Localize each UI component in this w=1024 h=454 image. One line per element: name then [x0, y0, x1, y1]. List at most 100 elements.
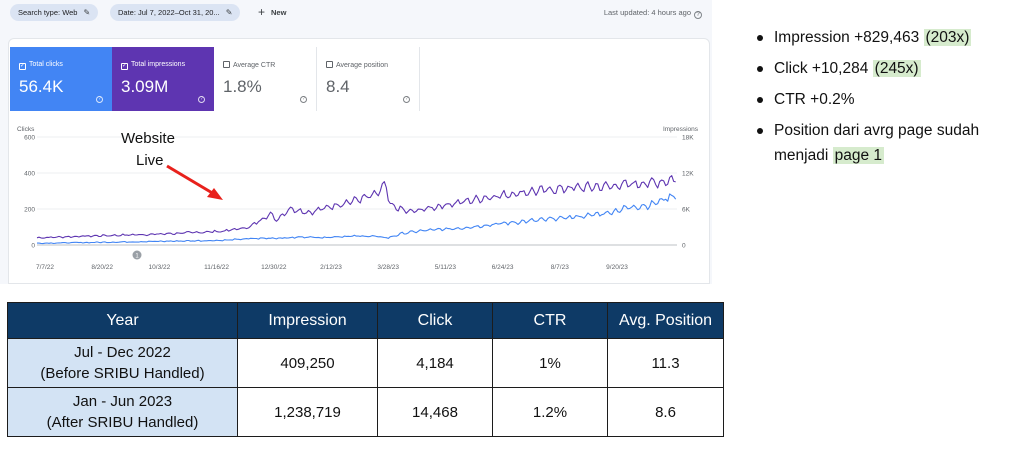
average-position-tile[interactable]: Average position 8.4 ? — [317, 47, 420, 111]
checkbox-unchecked-icon[interactable] — [223, 61, 230, 68]
list-item-continuation: menjadi page 1 — [757, 146, 1024, 171]
bullet-text: Click +10,284 — [774, 60, 873, 77]
year-cell: Jan - Jun 2023 (After SRIBU Handled) — [7, 387, 238, 437]
average-ctr-tile[interactable]: Average CTR 1.8% ? — [214, 47, 317, 111]
checkbox-checked-icon[interactable]: ✓ — [121, 63, 128, 70]
position-cell: 8.6 — [607, 387, 724, 437]
x-axis-tick-label: 8/20/22 — [91, 264, 113, 271]
bullet-icon — [757, 97, 763, 103]
column-header-impression: Impression — [237, 302, 378, 339]
help-icon[interactable]: ? — [300, 96, 307, 103]
highlight-text: (245x) — [872, 60, 921, 77]
table-row: Jan - Jun 2023 (After SRIBU Handled) 1,2… — [7, 387, 724, 437]
highlights-list: Impression +829,463 (203x) Click +10,284… — [757, 28, 1024, 171]
right-axis-ticks: 0 6K 12K 18K — [682, 135, 694, 250]
help-icon[interactable]: ? — [96, 96, 103, 103]
left-axis-ticks: 0 200 400 600 — [24, 135, 35, 250]
ctr-cell: 1.2% — [492, 387, 608, 437]
ctr-cell: 1% — [492, 338, 608, 388]
bullet-text: CTR +0.2% — [774, 91, 855, 108]
x-axis-ticks: 7/7/22 8/20/22 10/3/22 11/16/22 12/30/22 2/12… — [36, 264, 628, 271]
left-axis-tick-label: 200 — [24, 207, 35, 214]
last-updated-text: Last updated: 4 hours ago — [603, 8, 691, 17]
x-axis-tick-label: 2/12/23 — [320, 264, 342, 271]
right-axis-tick-label: 6K — [682, 207, 691, 214]
plus-icon: + — [258, 5, 266, 19]
click-cell: 4,184 — [377, 338, 493, 388]
metric-value: 8.4 — [326, 77, 350, 96]
list-item: Position dari avrg page sudah — [757, 121, 1024, 146]
highlight-text: page 1 — [832, 147, 885, 164]
metric-label: Total impressions — [131, 61, 186, 68]
metric-value: 56.4K — [19, 77, 64, 96]
help-icon[interactable]: ? — [403, 96, 410, 103]
checkbox-unchecked-icon[interactable] — [326, 61, 333, 68]
bullet-text: menjadi — [774, 147, 833, 164]
x-axis-tick-label: 8/7/23 — [551, 264, 569, 271]
left-axis-tick-label: 400 — [24, 171, 35, 178]
right-axis-tick-label: 12K — [682, 171, 694, 178]
x-axis-tick-label: 3/28/23 — [377, 264, 399, 271]
x-axis-tick-label: 7/7/22 — [36, 264, 54, 271]
position-cell: 11.3 — [607, 338, 724, 388]
annotation-line1: Website — [121, 130, 175, 147]
x-axis-tick-label: 11/16/22 — [204, 264, 229, 271]
new-filter-label: New — [271, 8, 287, 17]
right-axis-label: Impressions — [663, 126, 699, 133]
new-filter-button[interactable]: + New — [258, 4, 286, 21]
column-header-year: Year — [7, 302, 238, 339]
metric-value: 3.09M — [121, 77, 169, 96]
help-icon[interactable]: ? — [694, 11, 702, 19]
chart-series — [36, 175, 677, 245]
column-header-ctr: CTR — [492, 302, 608, 339]
date-filter-label: Date: Jul 7, 2022–Oct 31, 20... — [118, 8, 220, 17]
year-sublabel: (Before SRIBU Handled) — [40, 365, 205, 382]
bullet-text: Impression +829,463 — [774, 29, 924, 46]
search-type-filter-label: Search type: Web — [18, 8, 78, 17]
annotation-line2: Live — [136, 152, 164, 169]
x-axis-tick-label: 6/24/23 — [492, 264, 514, 271]
x-axis-tick-label: 10/3/22 — [149, 264, 171, 271]
x-axis-tick-label: 5/11/23 — [435, 264, 457, 271]
help-icon[interactable]: ? — [198, 96, 205, 103]
metric-value: 1.8% — [223, 77, 262, 96]
year-label: Jul - Dec 2022 — [74, 344, 171, 361]
year-label: Jan - Jun 2023 — [72, 393, 173, 410]
date-filter-chip[interactable]: Date: Jul 7, 2022–Oct 31, 20... ✎ — [110, 4, 241, 21]
right-axis-tick-label: 18K — [682, 135, 694, 142]
table-row: Jul - Dec 2022 (Before SRIBU Handled) 40… — [7, 338, 724, 388]
impression-cell: 409,250 — [237, 338, 378, 388]
list-item: Click +10,284 (245x) — [757, 59, 1024, 90]
bullet-icon — [757, 128, 763, 134]
left-axis-tick-label: 0 — [31, 243, 35, 250]
series-line-impressions — [36, 175, 676, 239]
last-updated-status: Last updated: 4 hours ago? — [604, 4, 702, 21]
highlight-text: (203x) — [923, 29, 972, 46]
list-item: Impression +829,463 (203x) — [757, 28, 1024, 59]
metric-label: Total clicks — [29, 61, 63, 68]
list-item: CTR +0.2% — [757, 90, 1024, 121]
search-type-filter-chip[interactable]: Search type: Web ✎ — [10, 4, 99, 21]
column-header-click: Click — [377, 302, 493, 339]
year-sublabel: (After SRIBU Handled) — [46, 414, 199, 431]
performance-line-chart: 0 200 400 600 0 6K 12K 18K 7/7/22 8/20/22 10/3/2… — [17, 126, 699, 271]
checkbox-checked-icon[interactable]: ✓ — [19, 63, 26, 70]
series-line-clicks — [37, 193, 677, 245]
performance-card: ✓ Total clicks 56.4K ? ✓ Total impressions… — [8, 38, 710, 284]
left-axis-tick-label: 600 — [24, 135, 35, 142]
x-axis-tick-label: 12/30/22 — [261, 264, 287, 271]
left-axis-label: Clicks — [17, 126, 35, 133]
bullet-text: Position dari avrg page sudah — [774, 122, 980, 139]
bullet-icon — [757, 66, 763, 72]
edit-pencil-icon[interactable]: ✎ — [83, 8, 91, 17]
total-impressions-tile[interactable]: ✓ Total impressions 3.09M ? — [112, 47, 214, 111]
bullet-icon — [757, 35, 763, 41]
metric-label: Average position — [336, 62, 389, 69]
x-axis-tick-label: 9/20/23 — [606, 264, 628, 271]
edit-pencil-icon[interactable]: ✎ — [225, 8, 233, 17]
column-header-position: Avg. Position — [607, 302, 724, 339]
annotation-marker-icon[interactable]: 1 — [132, 250, 142, 260]
chart-grid — [37, 136, 677, 246]
total-clicks-tile[interactable]: ✓ Total clicks 56.4K ? — [10, 47, 112, 111]
metric-label: Average CTR — [233, 62, 276, 69]
